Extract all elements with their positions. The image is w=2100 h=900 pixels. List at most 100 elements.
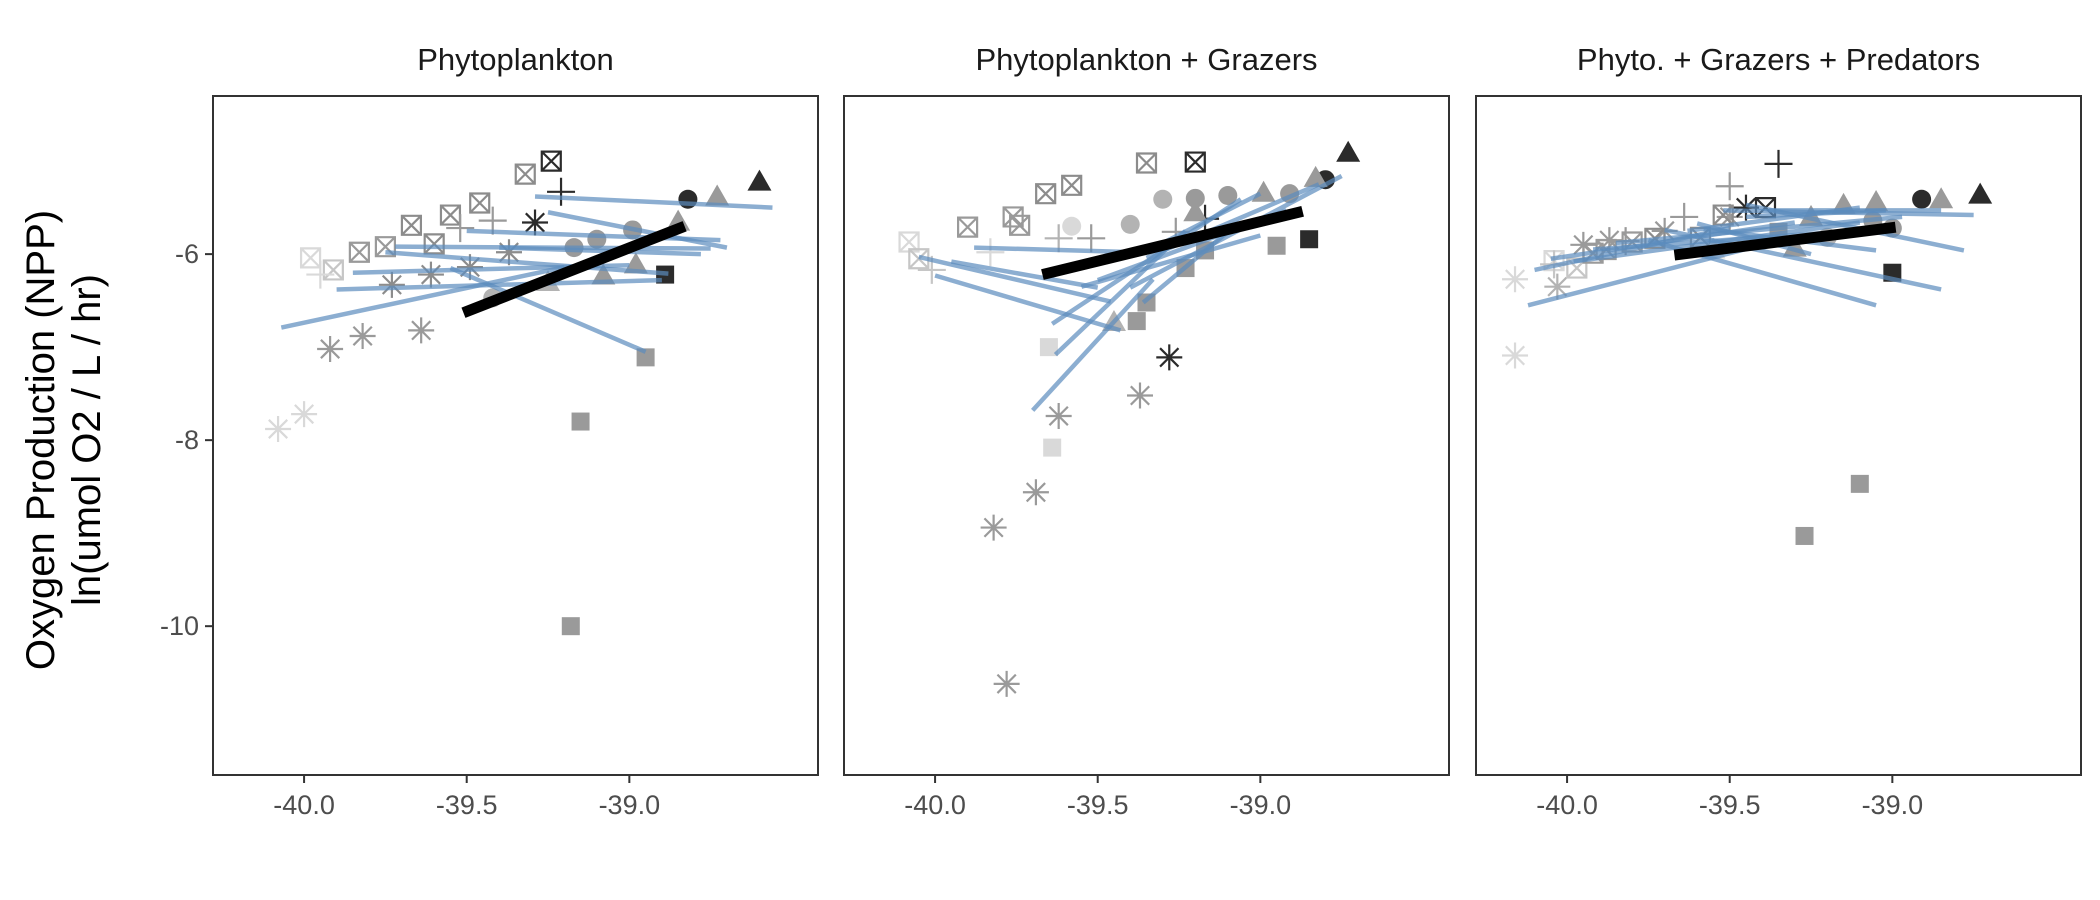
panel-1: Phytoplankton -40.0 -39.5 -39.0 -10 -8 -6 [160,42,819,820]
x-tick-label: -40.0 [1536,790,1598,820]
data-point-square [1267,236,1286,255]
data-point-triangle [1968,182,1993,204]
data-point-plus [446,214,475,243]
overall-fit-line [1041,205,1304,280]
fit-lines [918,174,1343,412]
data-point-circle [1120,214,1140,234]
panel-frame [843,95,1450,776]
panel-title: Phyto. + Grazers + Predators [1577,42,1980,77]
data-point-square [1127,312,1146,331]
x-tick-label: -39.0 [599,790,661,820]
data-point-triangle [1336,140,1361,162]
data-point-triangle [1929,187,1954,209]
data-points [898,140,1361,697]
data-point-square-x [540,150,562,172]
data-point-plus [1077,224,1106,253]
panel-frame [212,95,819,776]
chart-panels: Phytoplankton-40.0 -39.5 -39.0-10-8-6Phyto… [160,42,2082,820]
fit-line [534,194,773,210]
y-axis-title: Oxygen Production (NPP) ln(umol O2 / L /… [19,210,109,670]
x-tick-label: -40.0 [904,790,966,820]
x-tick-label: -39.0 [1230,790,1292,820]
overall-fit-line [461,221,687,318]
data-point-square-x [348,241,370,263]
data-point-asterisk [1716,203,1743,230]
data-point-asterisk [456,254,483,281]
data-point-square [1300,230,1319,249]
fit-line [547,210,728,250]
data-point-square [561,617,580,636]
data-point-circle [1912,189,1932,209]
data-point-square [571,412,590,431]
data-point-square-x [1002,206,1024,228]
data-point-square [636,348,655,367]
data-point-asterisk [1156,344,1183,371]
fit-line [1030,277,1155,412]
data-points [265,150,772,636]
data-point-asterisk [522,209,549,236]
data-point-triangle [591,263,616,285]
data-point-triangle [747,169,772,191]
data-point-square-x [1035,183,1057,205]
y-axis-title-line-2: ln(umol O2 / L / hr) [65,274,109,606]
panel-title: Phytoplankton [417,42,613,77]
fit-line [1527,242,1763,308]
data-point-square-x [469,192,491,214]
x-tick-label: -39.5 [1699,790,1761,820]
data-point-asterisk [1502,266,1529,293]
data-point-square-x [423,233,445,255]
data-point-circle [1153,189,1173,209]
panel-frame [1475,95,2082,776]
data-point-asterisk [1502,342,1529,369]
data-point-asterisk [378,271,405,298]
data-point-asterisk [417,261,444,288]
data-point-triangle [623,252,648,274]
fit-line [280,264,565,330]
fit-line [499,245,701,257]
y-tick-label: -10 [160,611,199,641]
data-point-asterisk [993,670,1020,697]
fit-line [385,250,669,276]
fit-line [1161,191,1262,245]
overall-fit-line [1673,221,1897,261]
panel-title: Phytoplankton + Grazers [975,42,1317,77]
x-tick-label: -39.5 [1067,790,1129,820]
data-point-triangle [1864,190,1889,212]
fit-line [1080,233,1261,289]
fit-lines [1527,202,1974,308]
data-point-asterisk [1544,273,1571,300]
fit-line [1615,214,1903,246]
data-point-square-x [957,216,979,238]
fit-line [1687,205,1861,234]
data-point-square-x [1009,214,1031,236]
data-point-square [1043,438,1062,457]
data-point-asterisk [1126,382,1153,409]
data-point-square-x [400,214,423,236]
data-point-square-x [514,163,536,185]
data-point-square-x [299,247,322,269]
panel-2: Phytoplankton + Grazers -40.0 -39.5 -39.0 [843,42,1450,820]
y-tick-label: -6 [175,239,199,269]
data-point-plus [1764,149,1793,178]
data-point-square-x [1184,151,1206,173]
data-point-plus [1715,172,1744,201]
data-point-asterisk [1045,402,1072,429]
data-point-asterisk [349,322,376,349]
data-point-square-x [322,259,344,281]
fit-line [918,254,1112,304]
data-point-square [1850,474,1869,493]
data-point-plus [976,238,1005,267]
data-point-triangle [1303,165,1328,187]
fit-line [449,266,647,354]
data-point-square-x [1061,174,1083,196]
data-point-square [1795,526,1814,545]
data-point-asterisk [408,317,435,344]
data-point-square-x [439,204,462,226]
x-tick-label: -39.5 [436,790,498,820]
fit-line [336,277,662,292]
data-point-asterisk [1732,194,1759,221]
panel-3: Phyto. + Grazers + Predators -40.0 -39.5 -3… [1475,42,2082,820]
data-point-plus [1044,224,1073,253]
data-point-plus [547,177,576,206]
